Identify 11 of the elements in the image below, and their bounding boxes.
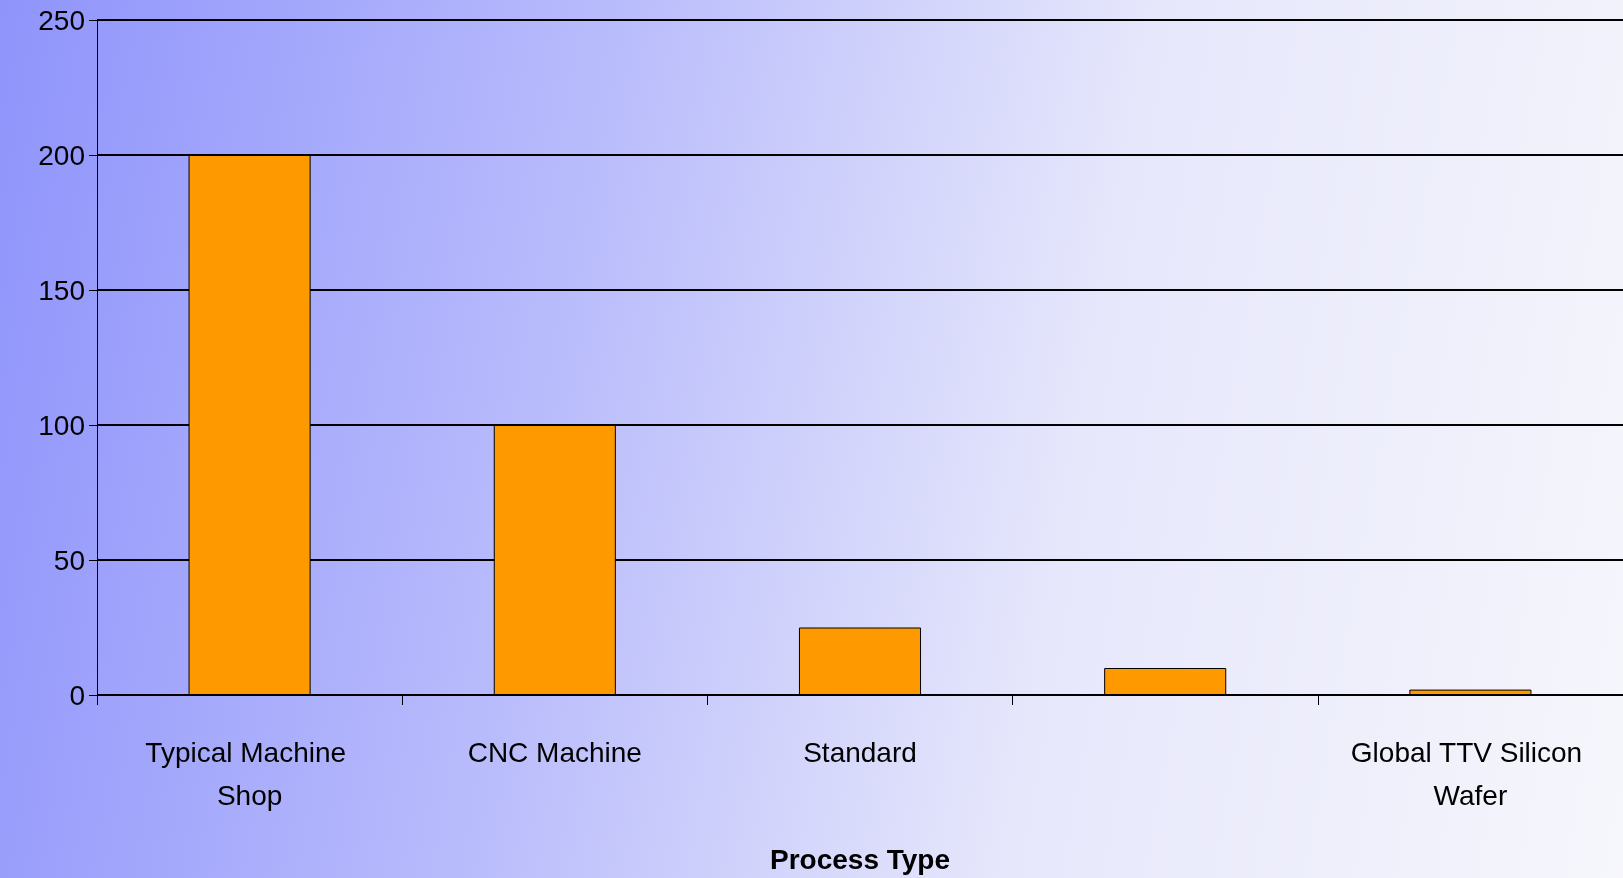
x-tick-label: CNC Machine xyxy=(467,737,642,768)
y-tick-label: 150 xyxy=(38,274,85,306)
y-tick-label: 0 xyxy=(69,679,85,711)
x-tick-label: Global TTV Silicon Wafer xyxy=(1350,737,1590,811)
x-tick-label: Typical Machine Shop xyxy=(145,737,354,811)
y-tick-label: 250 xyxy=(38,4,85,36)
x-axis-title: Process Type xyxy=(769,843,951,875)
x-tick-label: Standard xyxy=(803,737,917,768)
y-tick-label: 50 xyxy=(53,544,85,576)
y-tick-label: 200 xyxy=(38,139,85,171)
y-tick-label: 100 xyxy=(38,409,85,441)
